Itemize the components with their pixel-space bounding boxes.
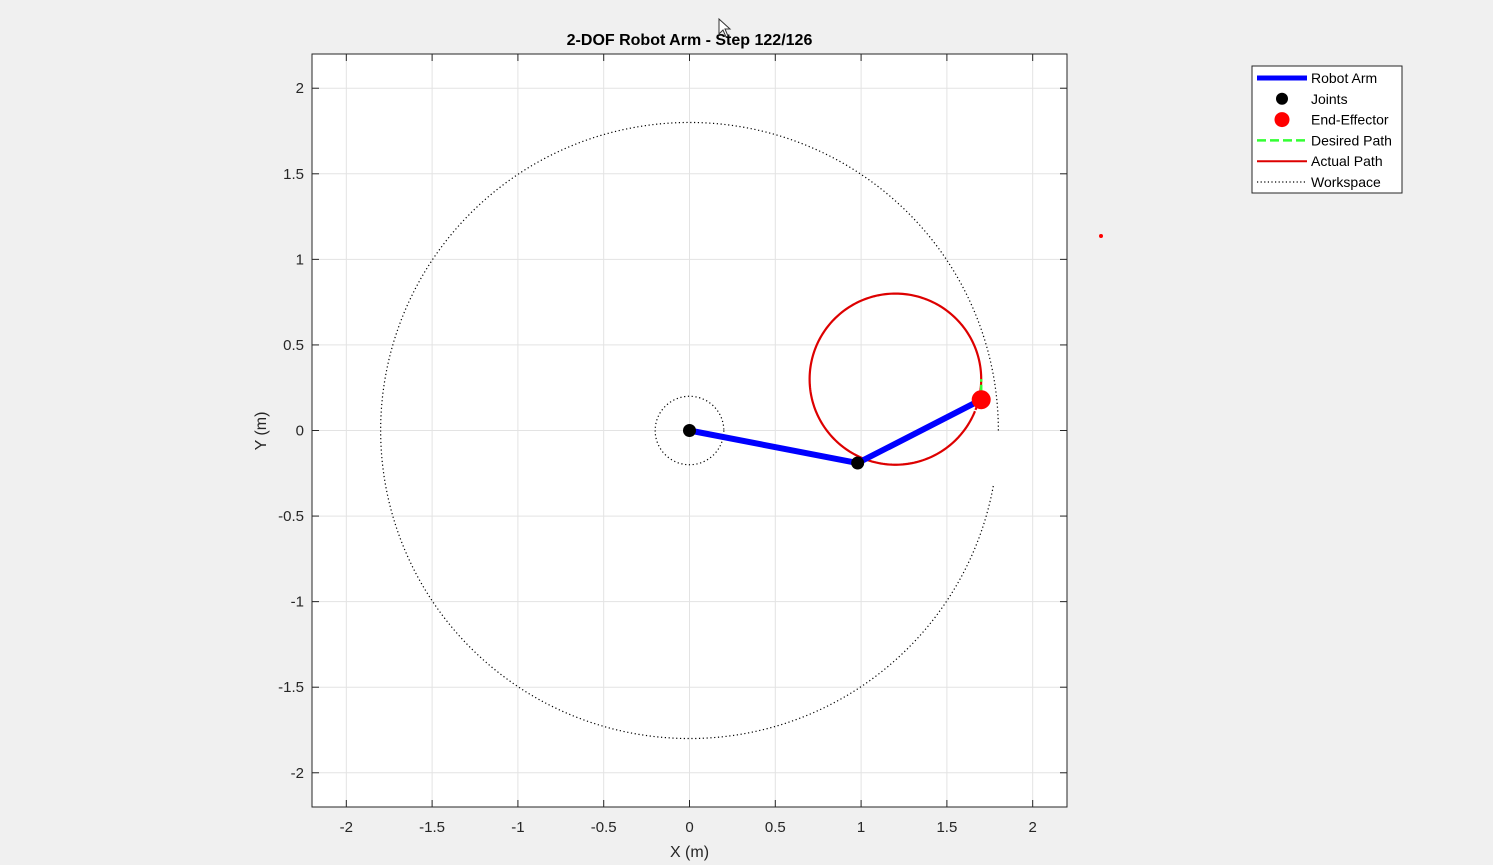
mouse-pointer-icon bbox=[718, 17, 732, 38]
actual-path-line bbox=[808, 292, 983, 466]
y-tick-labels: -2 -1.5 -1 -0.5 0 0.5 1 1.5 2 bbox=[278, 80, 304, 782]
legend: Robot Arm Joints End-Effector Desired Path A… bbox=[1251, 65, 1403, 194]
y-tick-label: 1 bbox=[296, 251, 304, 268]
x-tick-label: 1.5 bbox=[936, 819, 957, 836]
legend-item-label: Workspace bbox=[1311, 174, 1381, 190]
workspace-outer-boundary bbox=[380, 121, 999, 740]
stray-red-dot bbox=[1099, 234, 1103, 238]
y-tick-label: -1 bbox=[291, 594, 304, 611]
x-tick-label: -1.5 bbox=[419, 819, 445, 836]
x-tick-label: -1 bbox=[511, 819, 524, 836]
y-tick-label: 2 bbox=[296, 80, 304, 97]
legend-item-label: Robot Arm bbox=[1311, 70, 1377, 86]
legend-item-label: Actual Path bbox=[1311, 153, 1383, 169]
x-axis-label: X (m) bbox=[670, 844, 709, 861]
x-tick-labels: -2 -1.5 -1 -0.5 0 0.5 1 1.5 2 bbox=[340, 819, 1037, 836]
legend-item-label: Desired Path bbox=[1311, 132, 1392, 148]
workspace-inner-boundary bbox=[654, 395, 725, 466]
legend-end-effector-swatch bbox=[1274, 112, 1290, 128]
axes-box bbox=[311, 53, 1068, 808]
chart-title: 2-DOF Robot Arm - Step 122/126 bbox=[567, 32, 813, 49]
legend-item-label: End-Effector bbox=[1311, 112, 1389, 128]
x-tick-label: 1 bbox=[857, 819, 865, 836]
tick-marks bbox=[312, 54, 1067, 807]
y-tick-label: 0.5 bbox=[283, 337, 304, 354]
y-tick-label: 1.5 bbox=[283, 166, 304, 183]
y-tick-label: -1.5 bbox=[278, 679, 304, 696]
legend-item-label: Joints bbox=[1311, 91, 1348, 107]
legend-box bbox=[1251, 65, 1403, 194]
x-tick-label: 2 bbox=[1029, 819, 1037, 836]
joint-marker bbox=[851, 456, 865, 470]
y-tick-label: -0.5 bbox=[278, 508, 304, 525]
legend-joints-swatch bbox=[1276, 92, 1288, 105]
plot-area bbox=[380, 121, 999, 740]
y-axis-label: Y (m) bbox=[253, 412, 270, 451]
x-tick-label: 0.5 bbox=[765, 819, 786, 836]
x-tick-label: -0.5 bbox=[591, 819, 617, 836]
end-effector-marker bbox=[971, 390, 991, 410]
joint-marker bbox=[683, 424, 696, 437]
y-tick-label: 0 bbox=[296, 423, 304, 440]
x-tick-label: 0 bbox=[685, 819, 693, 836]
y-tick-label: -2 bbox=[291, 765, 304, 782]
x-tick-label: -2 bbox=[340, 819, 353, 836]
